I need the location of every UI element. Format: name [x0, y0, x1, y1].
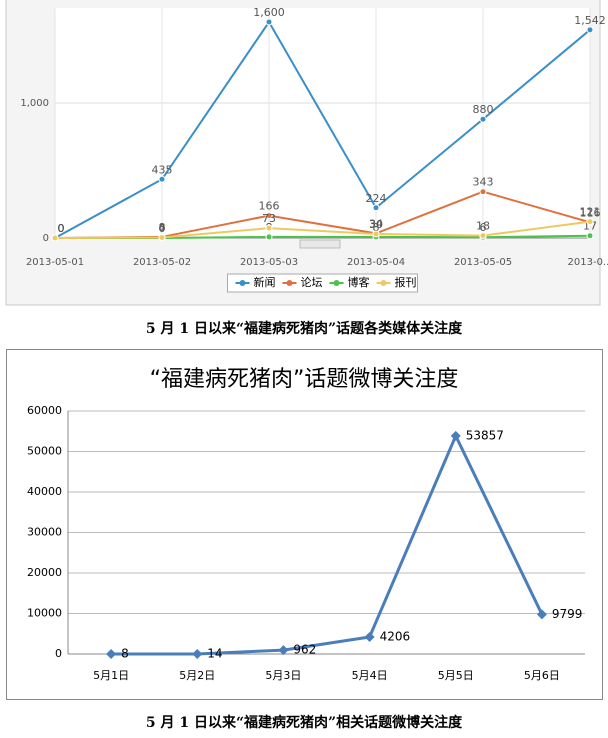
marker [106, 648, 117, 659]
x-tick-label: 2013-05-03 [240, 257, 298, 268]
marker [265, 18, 273, 26]
data-label: 962 [293, 643, 316, 657]
y-tick-label: 0 [55, 647, 62, 660]
y-tick-label: 10000 [27, 607, 62, 620]
legend-label: 博客 [348, 275, 370, 289]
marker [192, 648, 203, 659]
marker [278, 645, 289, 656]
data-label: 53857 [466, 428, 504, 442]
marker [265, 212, 273, 220]
marker [586, 26, 594, 34]
data-label: 0 [58, 222, 65, 235]
legend-box [227, 273, 418, 293]
legend-swatch [380, 280, 387, 286]
scrollbar [299, 239, 341, 249]
marker [586, 232, 594, 240]
marker [479, 188, 487, 196]
data-label: 121 [580, 206, 601, 219]
x-tick-label: 5月6日 [524, 669, 560, 682]
data-label: 0 [58, 222, 65, 235]
data-label: 8 [121, 646, 129, 660]
caption: 5 月 1 日以来“福建病死猪肉”话题各类媒体关注度 [145, 321, 463, 337]
data-label: 343 [473, 176, 494, 189]
data-label: 14 [207, 646, 222, 660]
y-tick-label: 0 [43, 233, 49, 244]
x-tick-label: 5月2日 [179, 669, 215, 682]
data-label: 18 [476, 220, 490, 233]
marker [265, 224, 273, 232]
marker [158, 175, 166, 183]
data-label: 30 [369, 218, 383, 231]
y-tick-label: 60000 [27, 404, 62, 417]
marker [51, 234, 59, 242]
y-tick-label: 20000 [27, 566, 62, 579]
media-chart: 0 1,000 2013-05-01 2013-05-02 2013-05-03 2013… [5, 0, 608, 306]
marker [479, 232, 487, 240]
legend-label: 论坛 [301, 275, 323, 289]
x-tick-label: 5月4日 [352, 669, 388, 682]
marker [364, 631, 375, 642]
data-label: 8 [159, 221, 166, 234]
data-label: 116 [580, 206, 601, 219]
legend-label: 报刊 [395, 275, 417, 289]
y-tick-label: 50000 [27, 445, 62, 458]
x-tick-label: 5月5日 [438, 669, 474, 682]
legend-swatch [286, 280, 293, 286]
data-label: 1,542 [574, 14, 606, 27]
marker [586, 218, 594, 226]
marker [536, 609, 547, 620]
x-tick-label: 2013-05-05 [454, 257, 512, 268]
marker [479, 115, 487, 123]
data-label: 0 [159, 222, 166, 235]
data-label: 0 [58, 222, 65, 235]
data-label: 1,600 [253, 6, 285, 19]
y-tick-label: 30000 [27, 526, 62, 539]
data-label: 8 [373, 221, 380, 234]
x-tick-label: 2013-0... [568, 257, 608, 268]
marker [450, 430, 461, 441]
marker [372, 230, 380, 238]
data-label: 4 [159, 221, 166, 234]
x-tick-label: 2013-05-01 [26, 257, 84, 268]
series-line [111, 432, 544, 656]
x-tick-label: 2013-05-02 [133, 257, 191, 268]
data-label: 0 [58, 222, 65, 235]
data-label: 435 [152, 163, 173, 176]
data-label: 9799 [552, 607, 583, 621]
chart-title: “福建病死猪肉”话题微博关注度 [150, 367, 459, 392]
y-tick-label: 1,000 [20, 98, 49, 109]
x-tick-label: 2013-05-04 [347, 257, 405, 268]
series-line [54, 20, 591, 239]
weibo-chart: “福建病死猪肉”话题微博关注度 0 10000 20000 30000 40000 500… [6, 349, 603, 700]
y-tick-label: 40000 [27, 485, 62, 498]
marker [265, 233, 273, 241]
series-line [54, 220, 591, 239]
x-tick-label: 5月3日 [265, 669, 301, 682]
data-label: 166 [259, 200, 280, 213]
marker [372, 204, 380, 212]
legend-swatch [333, 280, 340, 286]
legend-label: 新闻 [254, 275, 276, 289]
marker [158, 233, 166, 241]
x-tick-label: 5月1日 [93, 669, 129, 682]
data-label: 224 [366, 192, 387, 205]
caption: 5 月 1 日以来“福建病死猪肉”相关话题微博关注度 [145, 715, 463, 731]
plot-area [55, 8, 590, 238]
data-label: 4206 [380, 629, 411, 643]
data-label: 73 [262, 212, 276, 225]
data-label: 34 [369, 217, 383, 230]
data-label: 880 [473, 103, 494, 116]
legend-swatch [239, 280, 246, 286]
data-label: 6 [480, 221, 487, 234]
frame [6, 349, 603, 700]
